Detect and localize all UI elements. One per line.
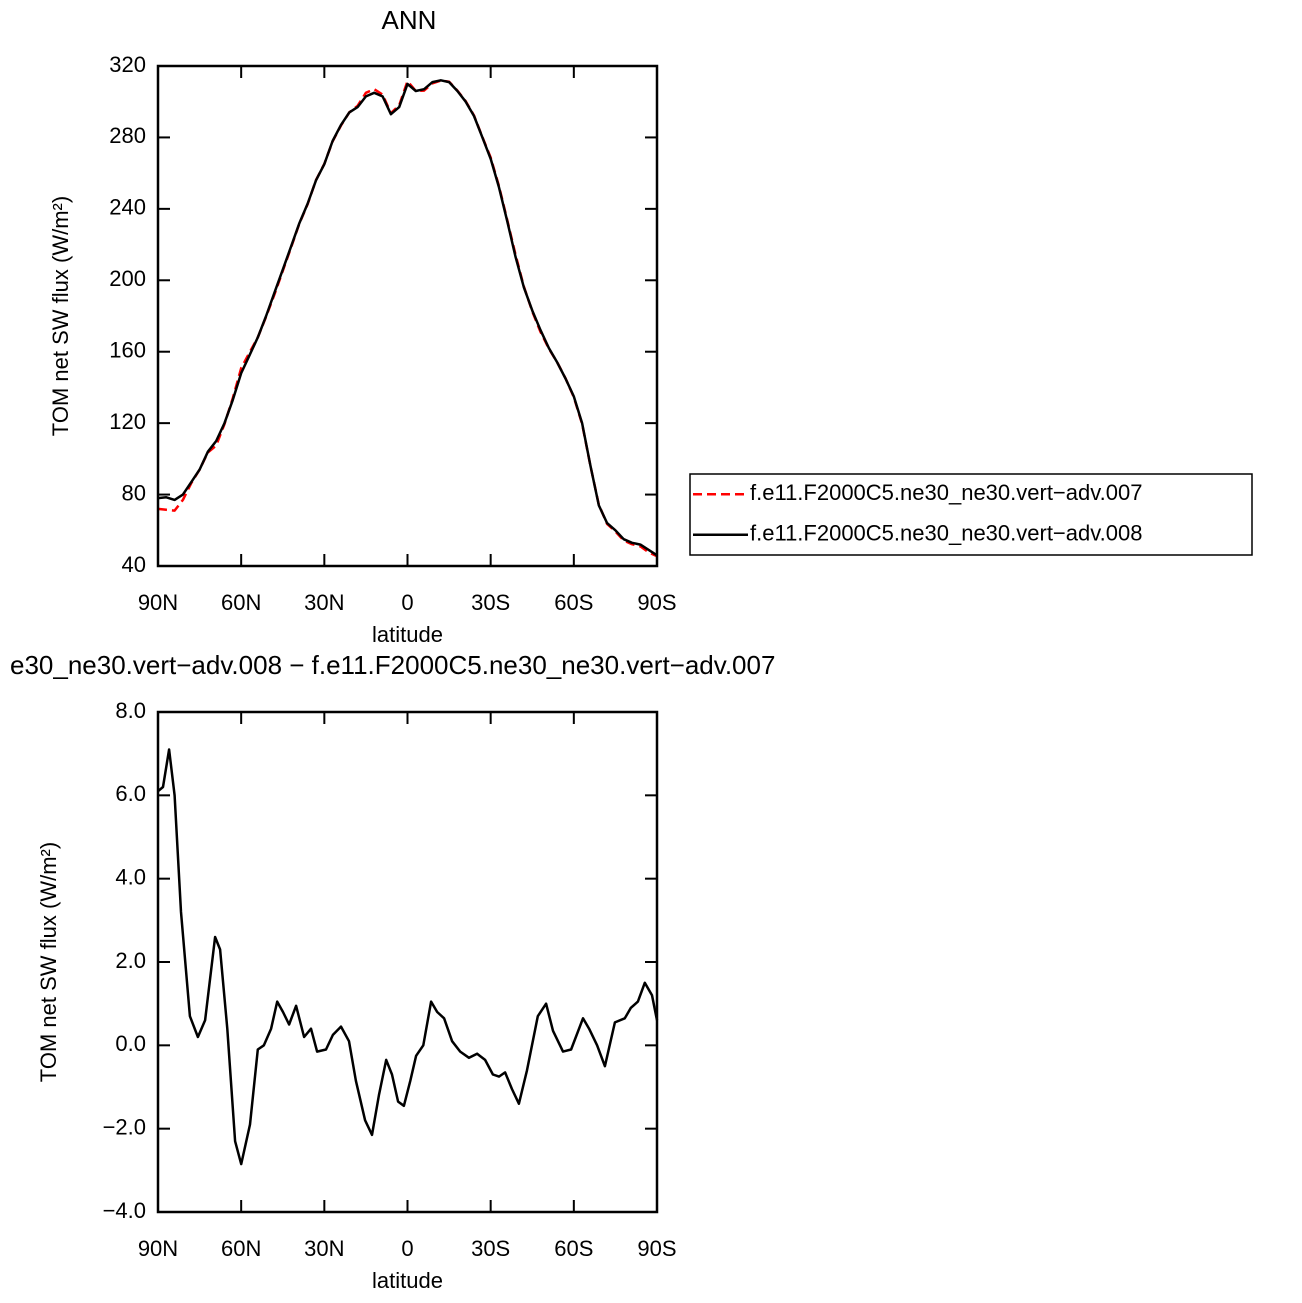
y-tick-label: −4.0 xyxy=(103,1198,146,1223)
x-tick-label: 60S xyxy=(554,590,593,615)
legend-box xyxy=(689,473,1253,556)
x-axis-label: latitude xyxy=(372,1268,443,1293)
y-tick-label: 80 xyxy=(122,480,146,505)
y-tick-label: 200 xyxy=(109,266,146,291)
data-line xyxy=(157,748,659,1166)
x-tick-label: 30N xyxy=(304,590,344,615)
x-tick-label: 30S xyxy=(471,590,510,615)
x-tick-label: 0 xyxy=(401,590,413,615)
y-tick-label: 280 xyxy=(109,123,146,148)
y-tick-label: −2.0 xyxy=(103,1114,146,1139)
legend-label: f.e11.F2000C5.ne30_ne30.vert−adv.008 xyxy=(750,521,1142,546)
y-tick-label: 2.0 xyxy=(115,948,146,973)
x-tick-label: 30S xyxy=(471,1236,510,1261)
y-tick-label: 4.0 xyxy=(115,864,146,889)
x-tick-label: 60N xyxy=(221,1236,261,1261)
y-tick-label: 240 xyxy=(109,195,146,220)
y-tick-label: 0.0 xyxy=(115,1031,146,1056)
y-tick-label: 40 xyxy=(122,552,146,577)
data-line xyxy=(157,79,658,557)
x-tick-label: 90S xyxy=(637,1236,676,1261)
x-tick-label: 60N xyxy=(221,590,261,615)
y-axis-label: TOM net SW flux (W/m²) xyxy=(48,196,73,436)
data-line xyxy=(157,79,658,558)
x-tick-label: 60S xyxy=(554,1236,593,1261)
y-tick-label: 160 xyxy=(109,338,146,363)
y-tick-label: 320 xyxy=(109,52,146,77)
x-tick-label: 90S xyxy=(637,590,676,615)
y-tick-label: 8.0 xyxy=(115,698,146,723)
legend-label: f.e11.F2000C5.ne30_ne30.vert−adv.007 xyxy=(750,480,1142,505)
x-tick-label: 90N xyxy=(138,1236,178,1261)
x-tick-label: 30N xyxy=(304,1236,344,1261)
x-axis-label: latitude xyxy=(372,622,443,647)
y-tick-label: 120 xyxy=(109,409,146,434)
y-axis-label: TOM net SW flux (W/m²) xyxy=(36,842,61,1082)
plot-frame xyxy=(156,64,659,568)
x-tick-label: 0 xyxy=(401,1236,413,1261)
plot-frame xyxy=(156,710,659,1214)
chart-title: ANN xyxy=(382,5,437,35)
chart-title: e30_ne30.vert−adv.008 − f.e11.F2000C5.ne… xyxy=(10,650,775,680)
x-tick-label: 90N xyxy=(138,590,178,615)
y-tick-label: 6.0 xyxy=(115,781,146,806)
